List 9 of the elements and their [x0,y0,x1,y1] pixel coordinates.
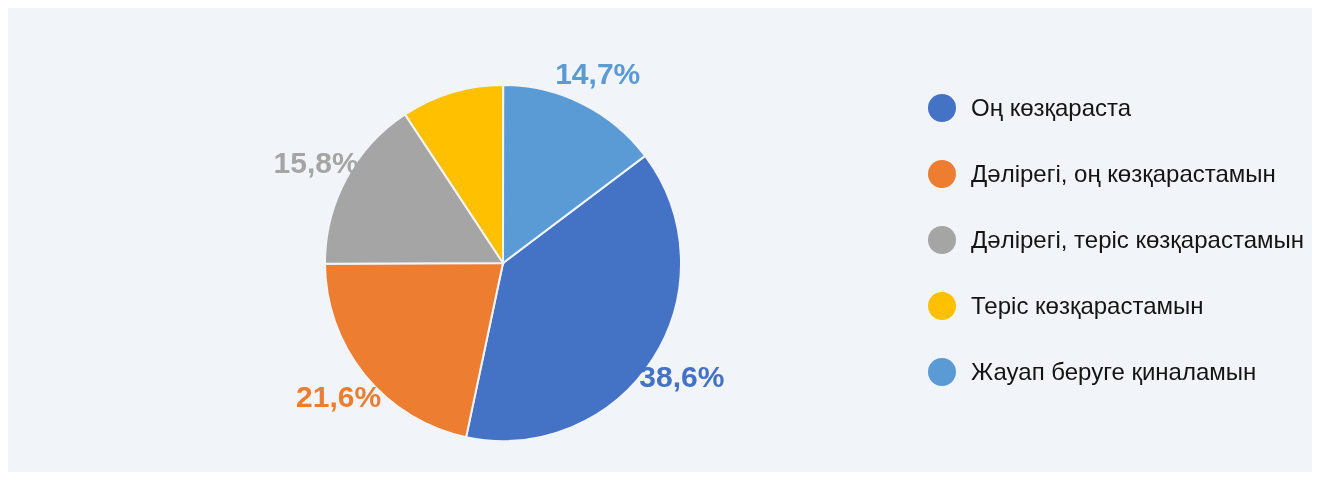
legend-label: Жауап беруге қиналамын [971,358,1257,386]
legend-label: Дәлірегі, теріс көзқарастамын [971,226,1304,254]
legend-label: Дәлірегі, оң көзқарастамын [971,160,1276,188]
data-label: 15,8% [273,146,359,180]
data-label: 38,6% [639,360,725,394]
data-label: 21,6% [296,380,382,414]
legend-label: Оң көзқараста [971,94,1132,122]
legend-label: Теріс көзқарастамын [971,292,1204,320]
data-label: 14,7% [555,56,641,90]
